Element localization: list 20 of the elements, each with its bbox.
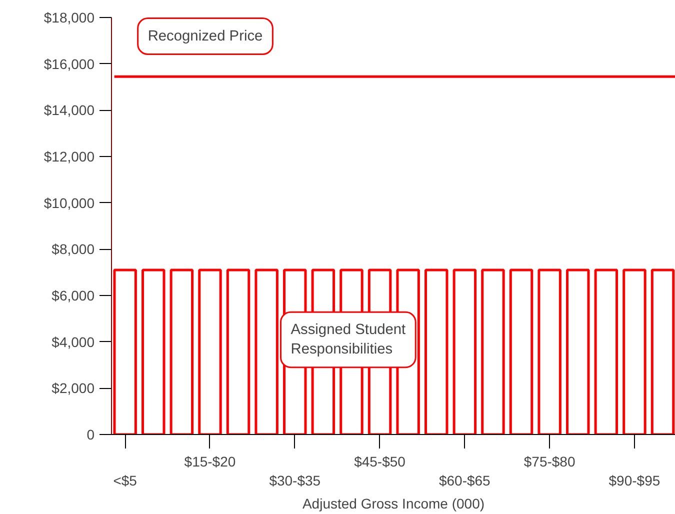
y-tick-label: $4,000 (52, 334, 95, 350)
y-tick-label: $18,000 (44, 10, 95, 26)
x-tick-label: <$5 (113, 472, 138, 489)
y-tick-label: $8,000 (52, 241, 95, 258)
y-tick-label: $12,000 (44, 148, 95, 164)
x-axis-title: Adjusted Gross Income (000) (302, 496, 485, 512)
x-tick-label: $45-$50 (354, 454, 406, 470)
y-tick-label: $16,000 (44, 56, 95, 72)
y-tick-label: 0 (86, 426, 95, 442)
y-tick-label: $2,000 (52, 380, 95, 396)
y-tick-label: $14,000 (44, 102, 95, 118)
x-tick-label: $30-$35 (269, 472, 321, 489)
y-tick-label: $10,000 (44, 194, 95, 211)
x-tick-label: $90-$95 (608, 472, 660, 489)
ref-line-label: Recognized Price (148, 28, 263, 44)
annotation: Assigned Student Responsibilities (290, 322, 406, 358)
x-tick-label: $75-$80 (524, 454, 576, 470)
x-tick-label: $15-$20 (184, 454, 236, 470)
y-tick-label: $6,000 (52, 288, 95, 304)
x-tick-label: $60-$65 (438, 472, 491, 489)
